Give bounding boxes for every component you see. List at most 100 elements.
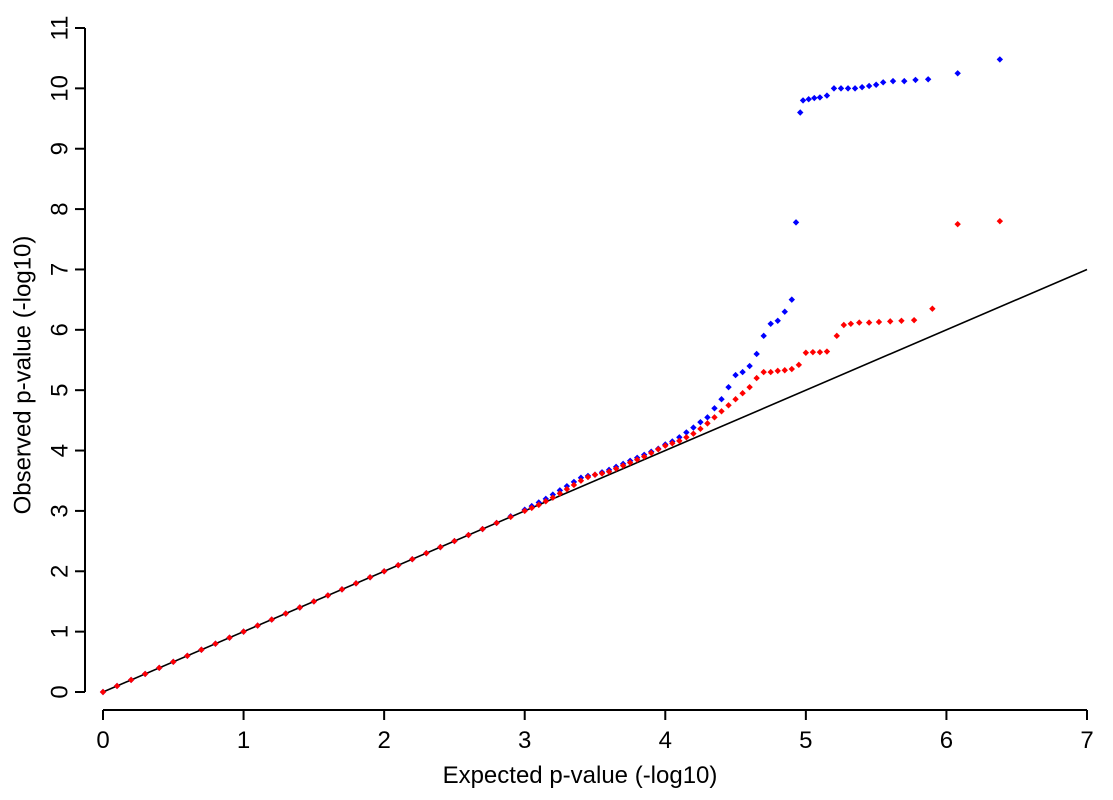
data-point bbox=[633, 456, 641, 463]
data-point bbox=[725, 402, 732, 409]
data-point bbox=[437, 543, 444, 551]
data-point bbox=[816, 94, 824, 101]
data-point bbox=[805, 96, 812, 103]
data-point bbox=[591, 471, 599, 478]
x-tick-label: 4 bbox=[659, 727, 672, 754]
data-point bbox=[811, 94, 818, 102]
y-tick-label: 3 bbox=[46, 504, 73, 517]
data-point bbox=[254, 622, 261, 629]
y-tick-label: 8 bbox=[46, 202, 73, 215]
y-tick-label: 0 bbox=[46, 685, 73, 698]
data-point bbox=[954, 70, 961, 77]
data-point bbox=[711, 414, 718, 421]
y-axis-ticks: 0 1 2 3 4 5 6 7 8 9 10 11 bbox=[46, 16, 85, 699]
data-point bbox=[823, 92, 831, 99]
data-point bbox=[338, 586, 346, 593]
data-point bbox=[910, 316, 918, 324]
data-point bbox=[792, 219, 800, 226]
data-point bbox=[718, 408, 725, 415]
data-point bbox=[395, 562, 402, 569]
data-point bbox=[767, 320, 774, 327]
data-point bbox=[669, 440, 676, 447]
data-point bbox=[753, 350, 760, 358]
data-point bbox=[840, 321, 848, 329]
x-tick-label: 2 bbox=[377, 727, 390, 754]
data-point bbox=[648, 449, 655, 457]
data-point bbox=[352, 580, 360, 587]
data-point bbox=[837, 85, 845, 92]
data-point bbox=[781, 308, 788, 315]
data-point bbox=[493, 519, 500, 527]
data-points bbox=[99, 56, 1004, 696]
data-point bbox=[282, 610, 289, 617]
data-point bbox=[240, 628, 247, 635]
data-point bbox=[184, 652, 191, 659]
data-point bbox=[542, 498, 549, 505]
data-point bbox=[718, 396, 725, 403]
data-point bbox=[655, 446, 662, 453]
data-point bbox=[802, 349, 810, 356]
y-tick-label: 11 bbox=[46, 16, 73, 41]
data-point bbox=[865, 82, 873, 90]
data-point bbox=[690, 430, 697, 437]
reference-diagonal-line bbox=[102, 268, 1088, 693]
data-point bbox=[704, 414, 711, 421]
data-point bbox=[310, 598, 318, 605]
data-point bbox=[577, 477, 585, 484]
data-point bbox=[507, 513, 514, 521]
data-point bbox=[380, 568, 388, 575]
x-tick-label: 3 bbox=[518, 727, 531, 754]
data-point bbox=[929, 305, 936, 312]
data-point bbox=[683, 429, 690, 436]
data-point bbox=[99, 688, 107, 696]
data-point bbox=[898, 317, 905, 324]
data-point bbox=[212, 640, 219, 647]
data-point bbox=[797, 109, 804, 116]
data-point bbox=[563, 485, 571, 493]
y-tick-label: 5 bbox=[46, 384, 73, 397]
data-point bbox=[795, 361, 803, 369]
y-tick-label: 9 bbox=[46, 142, 73, 155]
data-point bbox=[662, 442, 669, 449]
data-point bbox=[676, 434, 683, 441]
data-point bbox=[844, 85, 852, 92]
data-point bbox=[641, 453, 648, 460]
data-point bbox=[912, 76, 919, 84]
data-point bbox=[788, 296, 795, 303]
data-point bbox=[816, 348, 824, 356]
data-point bbox=[626, 459, 634, 466]
data-point bbox=[521, 507, 528, 515]
y-tick-label: 6 bbox=[46, 323, 73, 336]
x-axis-title: Expected p-value (-log10) bbox=[443, 762, 718, 789]
data-point bbox=[697, 425, 704, 433]
y-axis-title: Observed p-value (-log10) bbox=[9, 236, 36, 515]
data-point bbox=[901, 77, 908, 85]
data-point bbox=[697, 418, 704, 426]
data-point bbox=[113, 682, 121, 690]
y-tick-label: 7 bbox=[46, 263, 73, 276]
data-point bbox=[324, 592, 332, 599]
series-2 bbox=[99, 217, 1004, 696]
data-point bbox=[598, 470, 606, 477]
data-point bbox=[833, 332, 840, 340]
data-point bbox=[676, 437, 683, 445]
data-point bbox=[889, 77, 897, 85]
data-point bbox=[725, 383, 732, 391]
y-tick-label: 4 bbox=[46, 444, 73, 457]
data-point bbox=[711, 405, 718, 412]
data-point bbox=[799, 97, 807, 104]
data-point bbox=[872, 81, 880, 88]
data-point bbox=[479, 525, 486, 533]
data-point bbox=[409, 556, 416, 563]
data-point bbox=[549, 494, 557, 501]
data-point bbox=[296, 604, 303, 611]
data-point bbox=[847, 320, 855, 327]
x-tick-label: 7 bbox=[1080, 727, 1093, 754]
data-point bbox=[746, 383, 753, 391]
data-point bbox=[127, 676, 135, 684]
x-tick-label: 1 bbox=[237, 727, 250, 754]
data-point bbox=[366, 574, 374, 581]
data-point bbox=[858, 83, 866, 91]
data-point bbox=[570, 481, 578, 489]
x-axis-ticks: 0 1 2 3 4 5 6 7 bbox=[96, 710, 1094, 754]
